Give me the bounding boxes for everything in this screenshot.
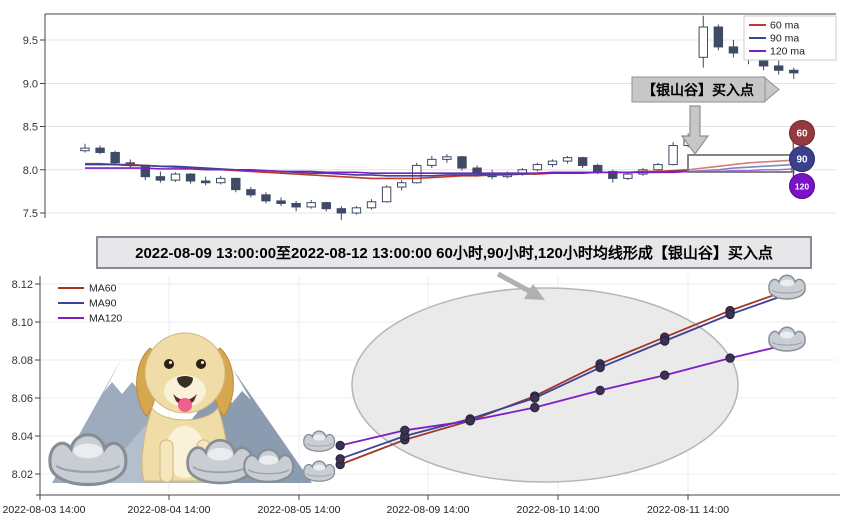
ma-badge-120: 120 <box>790 174 815 199</box>
legend-label-ma60: MA60 <box>89 283 117 295</box>
legend-label-120ma: 120 ma <box>770 46 805 58</box>
candle <box>533 163 541 172</box>
candle <box>307 200 315 209</box>
marker-MA120 <box>531 403 539 411</box>
candle <box>171 172 179 182</box>
bottom-xtick: 2022-08-03 14:00 <box>3 504 86 516</box>
candle <box>277 197 285 206</box>
badge-label: 90 <box>796 155 808 166</box>
candlestick-chart: 9.5 9.0 8.5 8.0 7.5 【银山谷】买入点 60 ma 90 ma… <box>0 0 843 235</box>
candle <box>292 201 300 211</box>
buy-point-callout: 【银山谷】买入点 <box>632 77 779 154</box>
candle <box>774 61 782 75</box>
bottom-ytick: 8.02 <box>12 469 33 481</box>
marker-MA120 <box>661 371 669 379</box>
candle <box>428 156 436 168</box>
signal-banner: 2022-08-09 13:00:00至2022-08-12 13:00:00 … <box>96 236 812 269</box>
marker-MA90 <box>661 337 669 345</box>
candle <box>186 173 194 183</box>
bottom-ytick: 8.12 <box>12 279 33 291</box>
candle <box>262 192 270 203</box>
silver-ingot-icon <box>304 461 335 481</box>
top-gridlines <box>45 40 836 213</box>
silver-ingot-icon <box>769 275 805 299</box>
top-ytick: 7.5 <box>23 208 38 220</box>
silver-ingot-icon <box>304 431 335 451</box>
legend-label-90ma: 90 ma <box>770 33 799 45</box>
candle <box>729 40 737 57</box>
candle <box>81 144 89 153</box>
candle <box>352 206 360 215</box>
ma-line-chart: 8.12 8.10 8.08 8.06 8.04 8.02 2022-08-03… <box>0 270 843 520</box>
badge-label: 120 <box>795 182 809 192</box>
candle <box>548 159 556 167</box>
stock-analysis-screen: 9.5 9.0 8.5 8.0 7.5 【银山谷】买入点 60 ma 90 ma… <box>0 0 843 520</box>
candle <box>96 146 104 155</box>
silver-ingot-icon <box>188 440 253 483</box>
legend-label-60ma: 60 ma <box>770 20 799 32</box>
bottom-xtick: 2022-08-05 14:00 <box>258 504 341 516</box>
candle <box>232 178 240 193</box>
top-ytick: 8.0 <box>23 165 38 177</box>
candle <box>201 177 209 186</box>
golden-valley-highlight-ellipse <box>352 288 738 482</box>
candle <box>443 154 451 163</box>
bottom-ytick: 8.06 <box>12 393 33 405</box>
silver-ingot-icon <box>244 450 293 482</box>
marker-MA90 <box>596 363 604 371</box>
top-ytick: 9.0 <box>23 79 38 91</box>
ma-convergence-highlight-box <box>688 155 792 172</box>
bottom-ytick: 8.08 <box>12 355 33 367</box>
candle <box>624 172 632 180</box>
candle <box>382 185 390 202</box>
badge-label: 60 <box>796 129 808 140</box>
candle <box>217 176 225 185</box>
top-legend: 60 ma 90 ma 120 ma <box>744 16 836 60</box>
candle <box>141 165 149 181</box>
bottom-xtick: 2022-08-11 14:00 <box>647 504 729 516</box>
legend-label-ma120: MA120 <box>89 313 122 325</box>
top-ytick: 9.5 <box>23 35 38 47</box>
bottom-xtick: 2022-08-04 14:00 <box>128 504 211 516</box>
candle <box>322 202 330 212</box>
bottom-ytick: 8.04 <box>12 431 33 443</box>
bottom-xtick: 2022-08-09 14:00 <box>387 504 470 516</box>
marker-MA120 <box>401 426 409 434</box>
candle <box>367 199 375 209</box>
candle <box>578 157 586 168</box>
callout-arrow-tip <box>764 77 779 102</box>
silver-ingot-icon <box>769 327 805 351</box>
marker-MA120 <box>466 417 474 425</box>
marker-MA90 <box>726 310 734 318</box>
candle <box>458 156 466 171</box>
candle <box>669 142 677 165</box>
bottom-legend: MA60 MA90 MA120 <box>58 283 122 325</box>
candle <box>337 206 345 220</box>
candle <box>156 171 164 182</box>
candle <box>563 156 571 164</box>
marker-MA120 <box>336 441 344 449</box>
candle <box>790 68 798 79</box>
down-arrow-icon <box>682 106 708 154</box>
candle <box>126 159 134 168</box>
ma-badge-90: 90 <box>790 147 815 172</box>
bottom-ytick: 8.10 <box>12 317 33 329</box>
callout-label: 【银山谷】买入点 <box>642 82 754 98</box>
marker-MA90 <box>531 394 539 402</box>
candle <box>397 180 405 190</box>
legend-label-ma90: MA90 <box>89 298 117 310</box>
candle <box>699 16 707 68</box>
signal-banner-text: 2022-08-09 13:00:00至2022-08-12 13:00:00 … <box>135 245 773 262</box>
marker-MA120 <box>726 354 734 362</box>
bottom-xtick: 2022-08-10 14:00 <box>517 504 600 516</box>
ma-badge-60: 60 <box>790 121 815 146</box>
candle <box>714 24 722 50</box>
top-ytick: 8.5 <box>23 122 38 134</box>
candle <box>111 151 119 166</box>
candle <box>654 163 662 172</box>
candle <box>247 187 255 197</box>
marker-MA90 <box>336 455 344 463</box>
marker-MA120 <box>596 386 604 394</box>
silver-ingot-icon <box>50 435 126 485</box>
